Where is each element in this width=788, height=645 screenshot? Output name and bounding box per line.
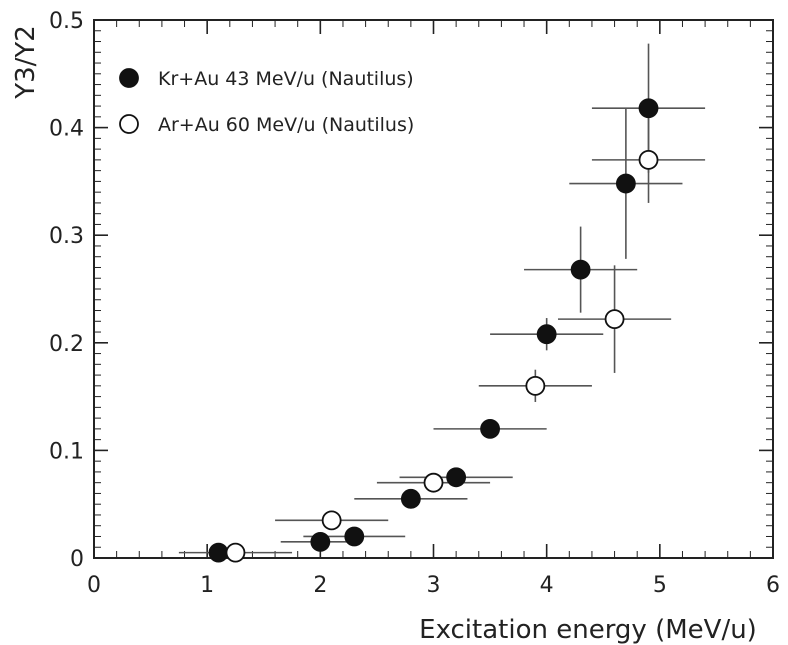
data-point-open — [423, 472, 444, 493]
data-point-filled — [638, 98, 659, 119]
legend-label: Ar+Au 60 MeV/u (Nautilus) — [158, 114, 414, 136]
y-tick-label: 0 — [70, 547, 84, 572]
y-tick-label: 0.2 — [49, 332, 84, 357]
y-tick-label: 0.5 — [49, 9, 84, 34]
data-point-open — [604, 309, 625, 330]
x-tick-label: 4 — [540, 573, 554, 598]
x-tick-label: 6 — [766, 573, 780, 598]
axis-ticks-group — [93, 19, 774, 559]
y-tick-label: 0.3 — [49, 224, 84, 249]
data-point-open — [525, 375, 546, 396]
legend-marker — [119, 68, 139, 88]
data-point-filled — [310, 531, 331, 552]
legend-label: Kr+Au 43 MeV/u (Nautilus) — [158, 68, 414, 90]
x-tick-label: 0 — [87, 573, 101, 598]
y-axis-title: Y3/Y2 — [11, 25, 41, 100]
data-point-filled — [446, 467, 467, 488]
data-point-open — [321, 510, 342, 531]
data-point-open — [225, 542, 246, 563]
data-point-filled — [480, 418, 500, 439]
y-tick-label: 0.1 — [49, 439, 84, 464]
x-axis-title: Excitation energy (MeV/u) — [419, 615, 757, 645]
data-points-group — [208, 98, 659, 563]
x-tick-label: 3 — [427, 573, 441, 598]
x-tick-label: 2 — [313, 573, 327, 598]
data-point-filled — [344, 526, 365, 547]
data-point-filled — [536, 324, 557, 345]
x-tick-label: 5 — [653, 573, 667, 598]
data-point-open — [638, 149, 659, 170]
legend-marker — [119, 114, 139, 134]
data-point-filled — [570, 259, 591, 280]
data-point-filled — [208, 542, 229, 563]
x-tick-label: 1 — [200, 573, 214, 598]
legend: Kr+Au 43 MeV/u (Nautilus) Ar+Au 60 MeV/u … — [119, 68, 414, 136]
y-tick-label: 0.4 — [49, 117, 84, 142]
tick-labels-group: 0 1 2 3 4 5 6 0 0.1 0.2 0.3 0.4 0.5 — [49, 9, 780, 598]
data-point-filled — [615, 173, 636, 194]
data-point-filled — [400, 488, 421, 509]
